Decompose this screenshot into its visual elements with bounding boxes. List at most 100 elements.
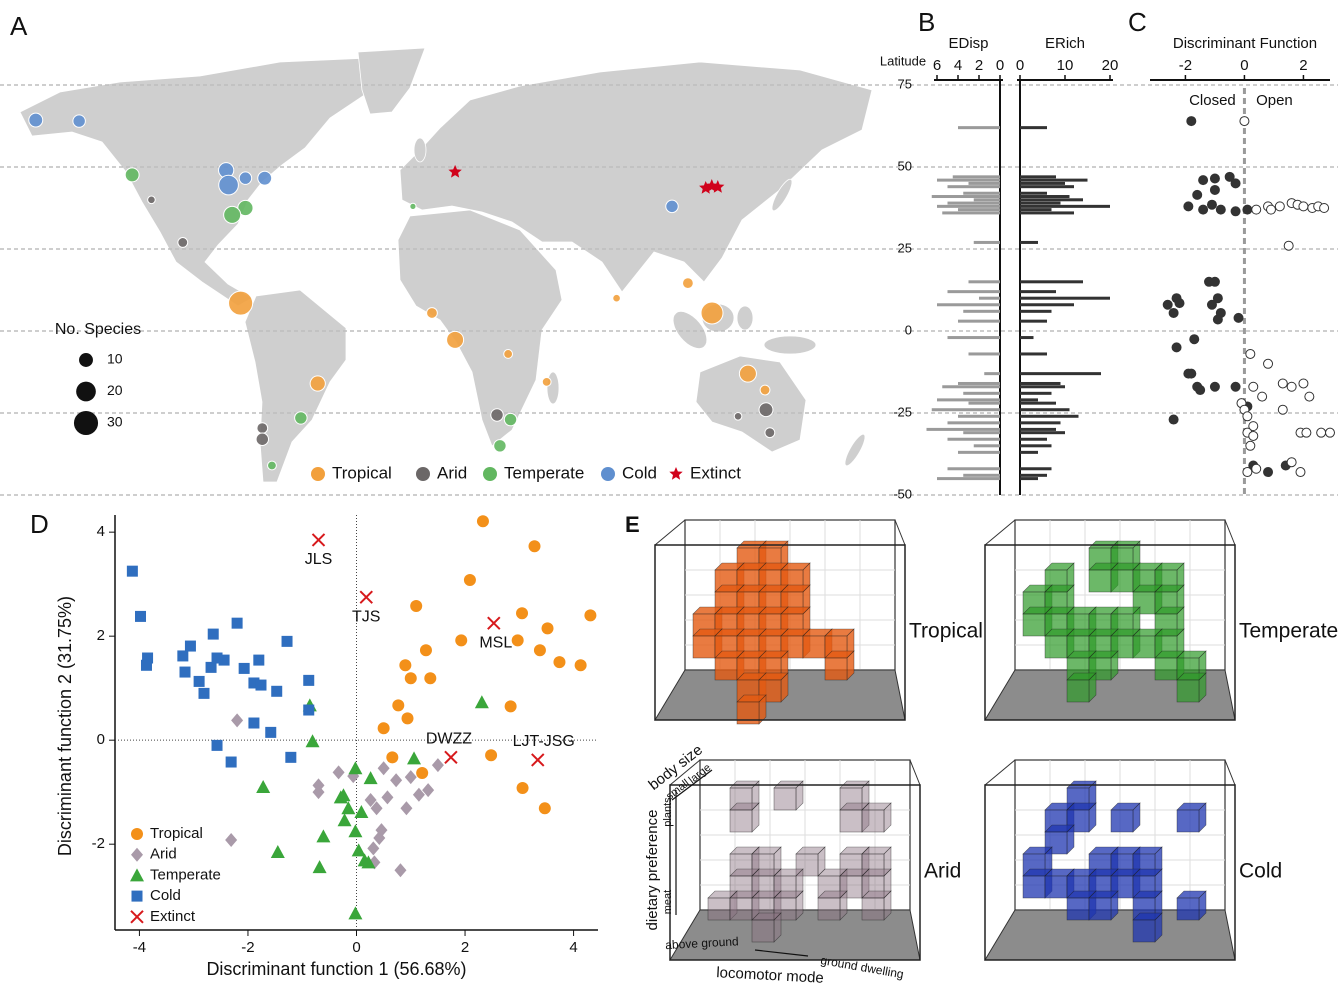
voxel-front <box>1044 635 1068 659</box>
point <box>332 765 345 780</box>
point <box>1183 201 1194 212</box>
box-edge <box>984 759 1016 786</box>
point <box>377 761 390 776</box>
bar <box>1020 208 1052 212</box>
x-tick-label: 0 <box>996 57 1004 74</box>
site <box>255 432 270 446</box>
point <box>1325 427 1335 438</box>
voxel-front <box>861 809 885 833</box>
x-tick-label: -2 <box>1179 57 1192 74</box>
bar <box>984 372 1000 376</box>
point <box>179 666 191 678</box>
world-map <box>19 47 873 483</box>
bar <box>1020 381 1061 385</box>
bar <box>931 408 1000 412</box>
size-legend-label: 20 <box>107 382 123 398</box>
point <box>370 801 383 816</box>
voxel <box>729 802 760 833</box>
point <box>305 734 320 748</box>
bar <box>1020 385 1065 389</box>
voxel <box>1066 672 1097 703</box>
y-tick-label: 50 <box>898 158 912 173</box>
point <box>1233 312 1244 323</box>
box-front <box>984 544 1236 721</box>
site <box>257 170 273 186</box>
legend-marker <box>130 910 144 924</box>
point <box>231 617 243 629</box>
point <box>312 785 325 800</box>
bar <box>973 198 1000 202</box>
point <box>341 801 356 815</box>
point <box>1171 342 1182 353</box>
land <box>546 371 560 405</box>
voxel-front <box>1132 919 1156 943</box>
point <box>218 654 230 666</box>
point <box>1206 199 1217 210</box>
bar <box>1020 401 1056 405</box>
point <box>142 652 154 664</box>
land <box>672 311 708 349</box>
x-tick-label: 2 <box>975 57 983 74</box>
point <box>126 565 138 577</box>
axis-title: Discriminant Function <box>1173 35 1317 52</box>
bar <box>1020 431 1065 435</box>
point <box>511 634 524 647</box>
point <box>1242 411 1253 422</box>
point <box>377 722 390 735</box>
site <box>218 174 239 196</box>
bar <box>968 352 1000 356</box>
point <box>394 863 407 878</box>
point <box>184 640 196 652</box>
bar <box>963 191 1000 195</box>
voxel <box>1044 824 1075 855</box>
point <box>1198 175 1209 186</box>
size-legend-label: 10 <box>107 351 123 367</box>
legend-label: Cold <box>150 887 181 904</box>
bar <box>958 208 1000 212</box>
point <box>1239 116 1250 127</box>
point <box>1212 293 1223 304</box>
point <box>574 659 587 672</box>
point <box>198 687 210 699</box>
point <box>1183 368 1194 379</box>
voxel-front <box>839 809 863 833</box>
point <box>1209 381 1220 392</box>
point <box>205 661 217 673</box>
site <box>490 408 504 422</box>
bar <box>1020 450 1038 454</box>
bar <box>1020 280 1083 284</box>
x-tick-label: 10 <box>1057 57 1074 74</box>
group-label: Closed <box>1189 92 1236 109</box>
arrow <box>671 769 713 801</box>
group-label: Open <box>1256 92 1293 109</box>
voxel <box>1022 606 1053 637</box>
point <box>474 695 489 709</box>
site <box>147 195 156 205</box>
axis-annotation: meat <box>662 890 674 914</box>
size-legend-marker <box>76 381 96 402</box>
point <box>303 704 315 716</box>
point <box>265 726 277 738</box>
point <box>386 751 399 764</box>
bar <box>1020 309 1052 313</box>
bar <box>1020 195 1070 199</box>
legend-marker <box>131 847 143 862</box>
axis-annotation: plants <box>662 797 674 827</box>
bar <box>937 204 1000 208</box>
legend-label: Tropical <box>332 463 392 482</box>
point <box>1304 391 1315 402</box>
voxel <box>1176 890 1207 921</box>
voxel-box <box>984 519 1236 721</box>
point <box>485 749 498 762</box>
point <box>363 771 378 785</box>
legend-label: Extinct <box>150 908 196 925</box>
point <box>422 783 435 798</box>
bar <box>1020 191 1047 195</box>
point <box>1263 467 1274 478</box>
box-edge <box>984 519 1016 546</box>
bar <box>958 414 1000 418</box>
bar <box>979 296 1000 300</box>
site <box>503 349 514 359</box>
